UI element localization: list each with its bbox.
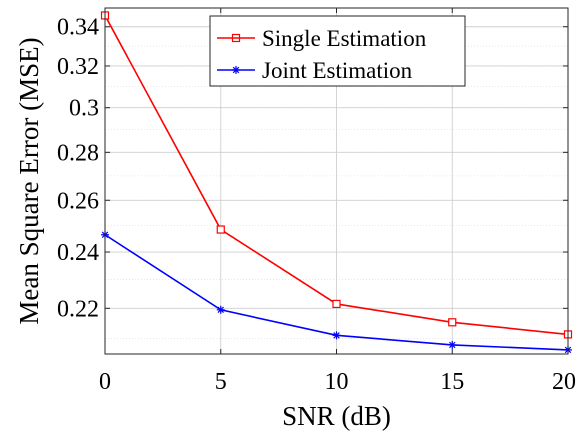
legend-label-single: Single Estimation <box>262 26 427 51</box>
y-tick-label: 0.3 <box>69 96 99 122</box>
y-axis-label: Mean Square Error (MSE) <box>14 37 44 324</box>
data-point-joint <box>448 340 457 349</box>
legend-box <box>209 15 466 87</box>
legend-marker-single <box>231 33 241 43</box>
data-point-joint <box>332 331 341 340</box>
series-layer <box>100 11 573 354</box>
x-tick-label: 15 <box>440 369 464 395</box>
x-tick-label: 10 <box>325 369 349 395</box>
y-tick-label: 0.24 <box>57 240 99 266</box>
y-tick-label: 0.22 <box>57 296 99 322</box>
x-tick-label: 5 <box>215 369 227 395</box>
legend-label-joint: Joint Estimation <box>262 58 413 83</box>
legend-marker-joint <box>232 66 240 74</box>
y-tick-label: 0.32 <box>57 54 99 80</box>
data-point-joint <box>216 305 225 314</box>
x-tick-label: 20 <box>552 369 576 395</box>
y-tick-label: 0.28 <box>57 140 99 166</box>
x-tick-label: 0 <box>99 369 111 395</box>
y-tick-label: 0.34 <box>57 15 99 41</box>
legend: Single Estimation Joint Estimation <box>209 15 466 87</box>
data-point-single <box>216 225 225 234</box>
data-point-single <box>332 299 341 309</box>
data-point-single <box>448 318 457 327</box>
y-tick-label: 0.26 <box>57 188 99 214</box>
tick-layer: 0.22 0.24 0.26 0.28 0.3 0.32 0.34 0 5 10 15 20 <box>57 8 576 395</box>
x-axis-label: SNR (dB) <box>282 401 391 431</box>
